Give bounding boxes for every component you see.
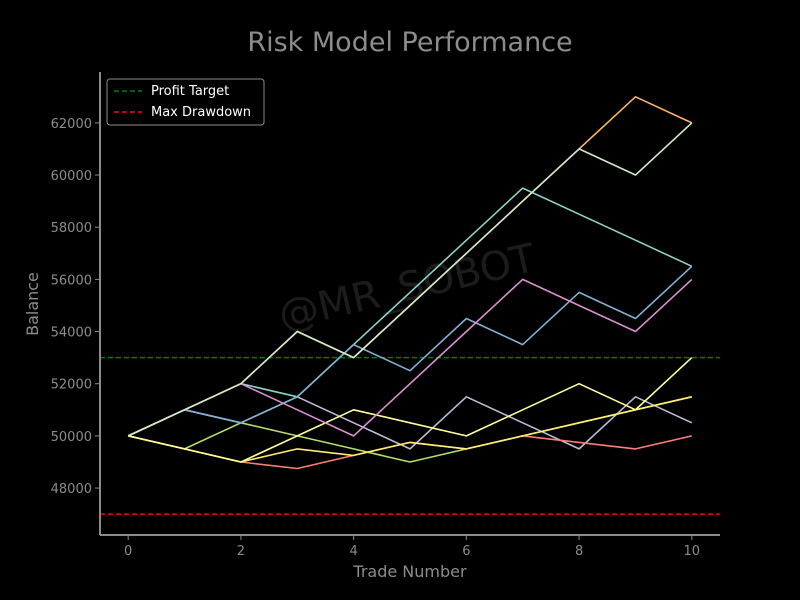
axes — [99, 72, 720, 536]
y-tick-label: 58000 — [51, 221, 92, 236]
y-ticks: 48000 50000 52000 54000 56000 58000 60000 62000 — [51, 117, 100, 497]
y-tick-label: 50000 — [51, 430, 92, 445]
legend-frame — [106, 78, 265, 126]
series-line-5 — [127, 265, 693, 437]
legend-label-max-drawdown: Max Drawdown — [151, 105, 251, 120]
reference-lines — [100, 356, 720, 515]
x-tick-label: 6 — [462, 544, 470, 559]
x-tick-label: 4 — [349, 544, 357, 559]
y-tick-label: 62000 — [51, 117, 92, 132]
series-line-10 — [127, 122, 693, 437]
y-tick-label: 56000 — [51, 273, 92, 288]
legend-label-profit-target: Profit Target — [151, 84, 229, 99]
y-tick-label: 48000 — [51, 482, 92, 497]
y-tick-label: 52000 — [51, 378, 92, 393]
x-axis-label: Trade Number — [352, 562, 467, 581]
y-axis-label: Balance — [23, 272, 42, 336]
series-line-7 — [128, 357, 693, 463]
y-tick-label: 54000 — [51, 326, 92, 341]
x-tick-label: 10 — [684, 544, 701, 559]
series-lines — [127, 96, 693, 470]
y-tick-label: 60000 — [51, 169, 92, 184]
legend: Profit Target Max Drawdown — [106, 78, 265, 126]
x-ticks: 0 2 4 6 8 10 — [124, 535, 700, 559]
chart-title: Risk Model Performance — [247, 27, 572, 58]
x-tick-label: 2 — [237, 544, 245, 559]
x-tick-label: 0 — [124, 544, 132, 559]
x-tick-label: 8 — [575, 544, 583, 559]
